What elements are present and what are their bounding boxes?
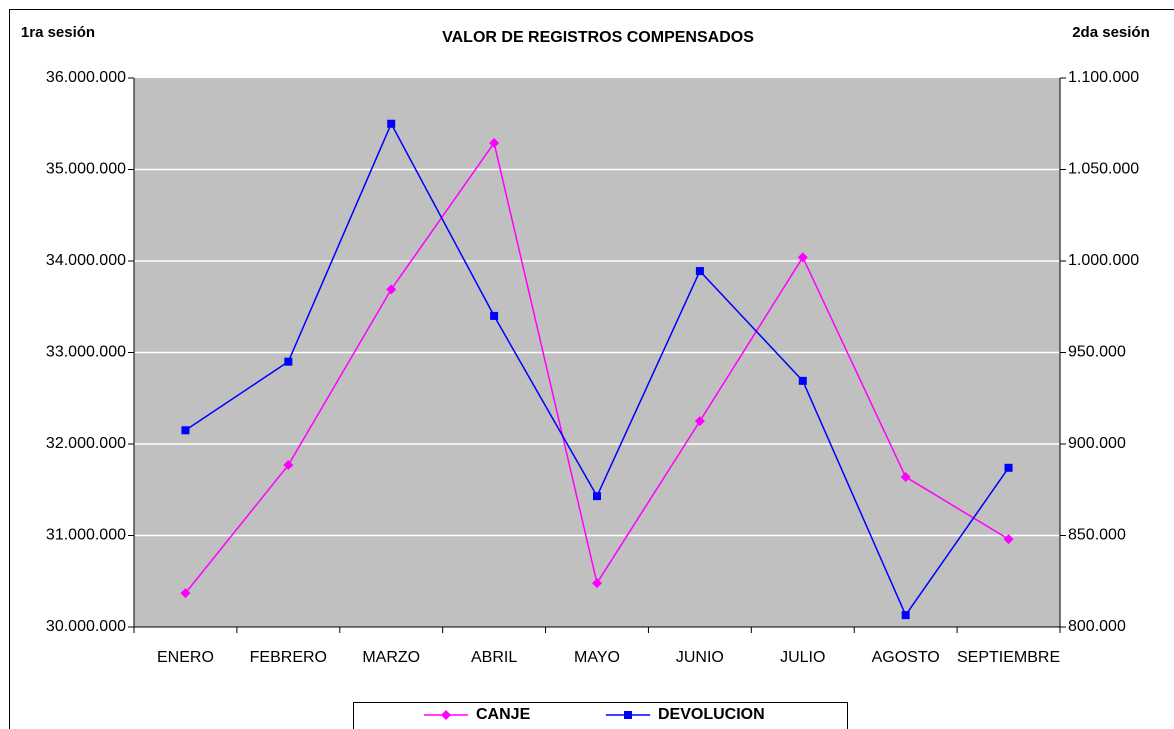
marker xyxy=(283,460,294,471)
marker xyxy=(181,426,190,435)
y-tick-label: 35.000.000 xyxy=(46,161,126,178)
x-tick-label: MAYO xyxy=(574,649,620,666)
x-tick-label: JULIO xyxy=(780,649,825,666)
marker xyxy=(1003,534,1014,545)
y-tick-label: 34.000.000 xyxy=(46,252,126,269)
y2-axis-label: 2da sesión xyxy=(1072,24,1150,41)
legend-label: DEVOLUCION xyxy=(658,706,765,723)
marker xyxy=(490,311,499,320)
legend-label: CANJE xyxy=(476,706,531,723)
marker xyxy=(798,376,807,385)
marker xyxy=(694,416,705,427)
x-tick-label: ENERO xyxy=(157,649,214,666)
marker xyxy=(593,492,601,501)
marker xyxy=(284,357,293,366)
y2-tick-label: 900.000 xyxy=(1068,435,1126,452)
y-tick-label: 30.000.000 xyxy=(46,618,126,635)
y-tick-label: 33.000.000 xyxy=(46,344,126,361)
y-axis-label: 1ra sesión xyxy=(21,24,95,41)
marker xyxy=(900,471,911,482)
y2-tick-label: 1.000.000 xyxy=(1068,252,1139,269)
y2-tick-label: 950.000 xyxy=(1068,344,1126,361)
marker xyxy=(901,611,910,620)
marker xyxy=(386,284,397,295)
x-tick-label: JUNIO xyxy=(676,649,724,666)
x-tick-label: FEBRERO xyxy=(250,649,327,666)
marker xyxy=(695,267,704,276)
marker xyxy=(387,119,396,128)
y-tick-label: 31.000.000 xyxy=(46,527,126,544)
marker xyxy=(797,252,808,263)
x-tick-label: ABRIL xyxy=(471,649,517,666)
y2-tick-label: 1.050.000 xyxy=(1068,161,1139,178)
marker xyxy=(180,588,191,599)
y2-tick-label: 800.000 xyxy=(1068,618,1126,635)
x-tick-label: MARZO xyxy=(362,649,420,666)
marker xyxy=(441,710,451,720)
marker xyxy=(592,578,602,589)
y-tick-label: 36.000.000 xyxy=(46,69,126,86)
y2-tick-label: 850.000 xyxy=(1068,527,1126,544)
marker xyxy=(489,137,500,148)
marker xyxy=(1004,463,1013,472)
marker xyxy=(624,711,632,719)
x-tick-label: SEPTIEMBRE xyxy=(957,649,1060,666)
x-tick-label: AGOSTO xyxy=(872,649,940,666)
chart-title: VALOR DE REGISTROS COMPENSADOS xyxy=(442,29,754,46)
y2-tick-label: 1.100.000 xyxy=(1068,69,1139,86)
y-tick-label: 32.000.000 xyxy=(46,435,126,452)
